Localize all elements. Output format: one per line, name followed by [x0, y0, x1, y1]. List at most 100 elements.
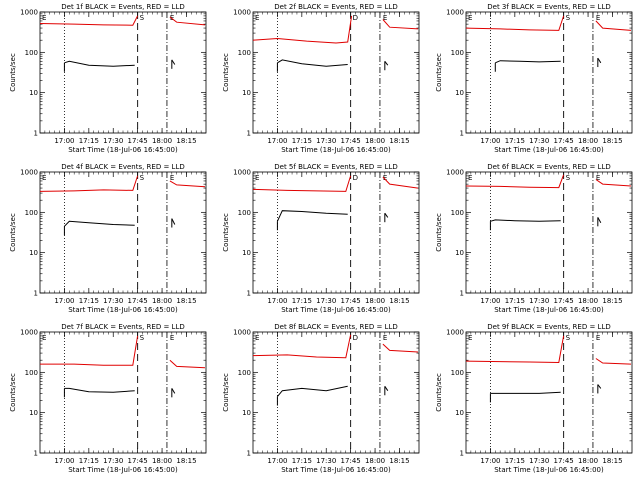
lld-series-line	[382, 176, 419, 189]
flag-letter: S	[140, 174, 145, 182]
x-tick-label: 18:15	[602, 457, 622, 465]
y-tick-label: 100	[238, 49, 251, 57]
panel-title: Det 9f BLACK = Events, RED = LLD	[487, 323, 610, 331]
flag-letter: E	[383, 334, 387, 342]
plot-frame	[465, 171, 633, 294]
flag-letter: E	[255, 334, 259, 342]
events-series-line	[64, 60, 135, 67]
y-tick-label: 100	[238, 209, 251, 217]
y-axis-label: Counts/sec	[222, 213, 230, 252]
x-tick-label: 17:30	[103, 457, 123, 465]
x-tick-label: 17:15	[505, 297, 525, 305]
lld-series-line	[252, 334, 352, 359]
lld-series-line	[595, 20, 632, 31]
y-tick-label: 10	[455, 89, 464, 97]
y-tick-label: 10	[242, 249, 251, 257]
y-tick-label: 10	[29, 249, 38, 257]
x-tick-label: 17:30	[529, 297, 549, 305]
panel-title: Det 7f BLACK = Events, RED = LLD	[61, 323, 184, 331]
events-series-line	[490, 391, 561, 394]
y-tick-label: 100	[451, 369, 464, 377]
events-series-line	[64, 387, 135, 393]
flag-letter: E	[42, 174, 46, 182]
x-axis-label: Start Time (18-Jul-06 16:45:00)	[494, 306, 604, 314]
plot-frame	[252, 11, 420, 134]
x-tick-label: 17:30	[316, 457, 336, 465]
y-tick-label: 100	[451, 49, 464, 57]
y-tick-label: 10	[29, 89, 38, 97]
y-axis-label: Counts/sec	[9, 373, 17, 412]
flag-letter: E	[383, 14, 387, 22]
y-tick-label: 1000	[20, 169, 38, 177]
x-tick-label: 17:00	[267, 297, 287, 305]
flag-letter: E	[255, 174, 259, 182]
panel-title: Det 6f BLACK = Events, RED = LLD	[487, 163, 610, 171]
x-tick-label: 17:45	[554, 137, 574, 145]
lld-series-line	[39, 175, 139, 192]
panel-title: Det 1f BLACK = Events, RED = LLD	[61, 3, 184, 11]
events-series-line	[277, 385, 348, 397]
y-tick-label: 1000	[446, 9, 464, 17]
events-series-line	[490, 219, 561, 222]
y-tick-label: 10	[455, 409, 464, 417]
x-axis-label: Start Time (18-Jul-06 16:45:00)	[68, 466, 178, 474]
y-axis-label: Counts/sec	[435, 53, 443, 92]
y-tick-label: 1	[460, 130, 464, 138]
chart-panel: Det 3f BLACK = Events, RED = LLD 1 10 100 10…	[435, 3, 633, 154]
y-tick-label: 10	[242, 89, 251, 97]
y-tick-label: 1	[460, 450, 464, 458]
x-tick-label: 17:15	[292, 297, 312, 305]
chart-panel: Det 2f BLACK = Events, RED = LLD 1 10 100 10…	[222, 3, 420, 154]
y-tick-label: 100	[25, 49, 38, 57]
chart-panel: Det 5f BLACK = Events, RED = LLD 1 10 100 10…	[222, 163, 420, 314]
x-tick-label: 17:45	[128, 457, 148, 465]
flag-letter: S	[566, 334, 571, 342]
x-tick-label: 17:00	[54, 137, 74, 145]
x-tick-label: 18:15	[176, 137, 196, 145]
x-tick-label: 18:15	[602, 297, 622, 305]
chart-panel: Det 9f BLACK = Events, RED = LLD 1 10 100 10…	[435, 323, 633, 474]
lld-series-line	[252, 175, 352, 192]
y-tick-label: 100	[451, 209, 464, 217]
flag-letter: E	[42, 334, 46, 342]
x-tick-label: 17:15	[79, 457, 99, 465]
y-tick-label: 100	[238, 369, 251, 377]
chart-panel: Det 8f BLACK = Events, RED = LLD 1 10 100 10…	[222, 323, 420, 474]
flag-letter: E	[596, 174, 600, 182]
x-tick-label: 18:15	[389, 457, 409, 465]
x-tick-label: 17:00	[54, 297, 74, 305]
chart-panel: Det 6f BLACK = Events, RED = LLD 1 10 100 10…	[435, 163, 633, 314]
flag-letter: S	[140, 334, 145, 342]
y-tick-label: 1000	[20, 329, 38, 337]
panel-title: Det 2f BLACK = Events, RED = LLD	[274, 3, 397, 11]
lld-series-line	[252, 15, 353, 44]
x-tick-label: 17:15	[292, 457, 312, 465]
y-tick-label: 100	[25, 369, 38, 377]
flag-letter: E	[596, 334, 600, 342]
x-tick-label: 17:30	[529, 457, 549, 465]
y-tick-label: 10	[29, 409, 38, 417]
x-tick-label: 18:00	[578, 137, 598, 145]
y-axis-label: Counts/sec	[222, 53, 230, 92]
x-tick-label: 17:45	[341, 297, 361, 305]
x-tick-label: 17:45	[128, 297, 148, 305]
flag-letter: E	[255, 14, 259, 22]
x-tick-label: 17:00	[54, 457, 74, 465]
plot-frame	[39, 11, 207, 134]
flag-letter: E	[170, 174, 174, 182]
y-tick-label: 1000	[233, 329, 251, 337]
y-axis-label: Counts/sec	[9, 53, 17, 92]
events-series-line	[276, 210, 348, 222]
x-axis-label: Start Time (18-Jul-06 16:45:00)	[68, 146, 178, 154]
lld-series-line	[465, 15, 565, 31]
y-tick-label: 10	[455, 249, 464, 257]
x-tick-label: 17:15	[79, 137, 99, 145]
x-tick-label: 18:00	[152, 297, 172, 305]
y-tick-label: 1000	[446, 169, 464, 177]
x-tick-label: 17:15	[79, 297, 99, 305]
x-tick-label: 17:45	[341, 137, 361, 145]
panel-title: Det 5f BLACK = Events, RED = LLD	[274, 163, 397, 171]
lld-series-line	[382, 343, 419, 353]
y-axis-label: Counts/sec	[222, 373, 230, 412]
